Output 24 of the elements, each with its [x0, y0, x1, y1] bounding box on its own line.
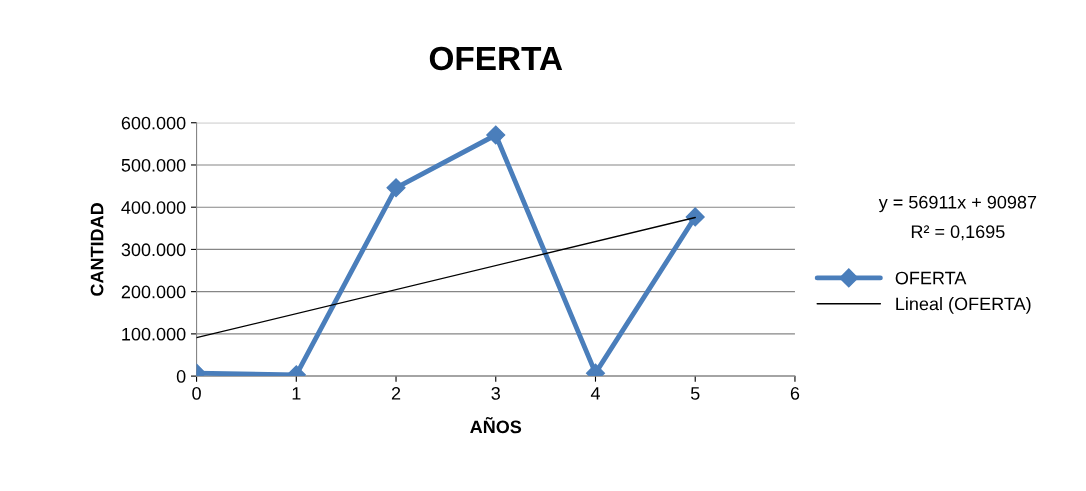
y-tick-label: 400.000 [121, 201, 186, 214]
point [685, 207, 705, 227]
x-axis-title: AÑOS [470, 417, 522, 434]
y-tick-label: 500.000 [121, 158, 186, 172]
y-tick-label: 600.000 [121, 116, 186, 130]
legend-label: OFERTA [895, 271, 967, 285]
y-tick-label: 200.000 [121, 285, 186, 299]
x-tick-label: 4 [590, 387, 600, 400]
x-tick-label: 6 [790, 387, 800, 400]
chart-title: OFERTA [429, 46, 563, 71]
legend-label: Lineal (OFERTA) [896, 297, 1031, 314]
y-tick-label: 100.000 [122, 327, 186, 341]
x-tick-label: 5 [690, 387, 700, 400]
x-tick-label: 3 [491, 387, 500, 400]
point [486, 125, 506, 145]
point [386, 178, 406, 198]
x-tick-label: 0 [192, 387, 201, 400]
y-axis-title: CANTIDAD [90, 203, 104, 296]
x-tick-label: 1 [292, 387, 301, 400]
y-tick-label: 300.000 [121, 243, 186, 257]
text: R² = 0,1695 [911, 225, 1005, 241]
x-tick-label: 2 [391, 387, 401, 400]
text: y = 56911x + 90987 [878, 195, 1037, 213]
y-tick-label: 0 [176, 370, 186, 383]
